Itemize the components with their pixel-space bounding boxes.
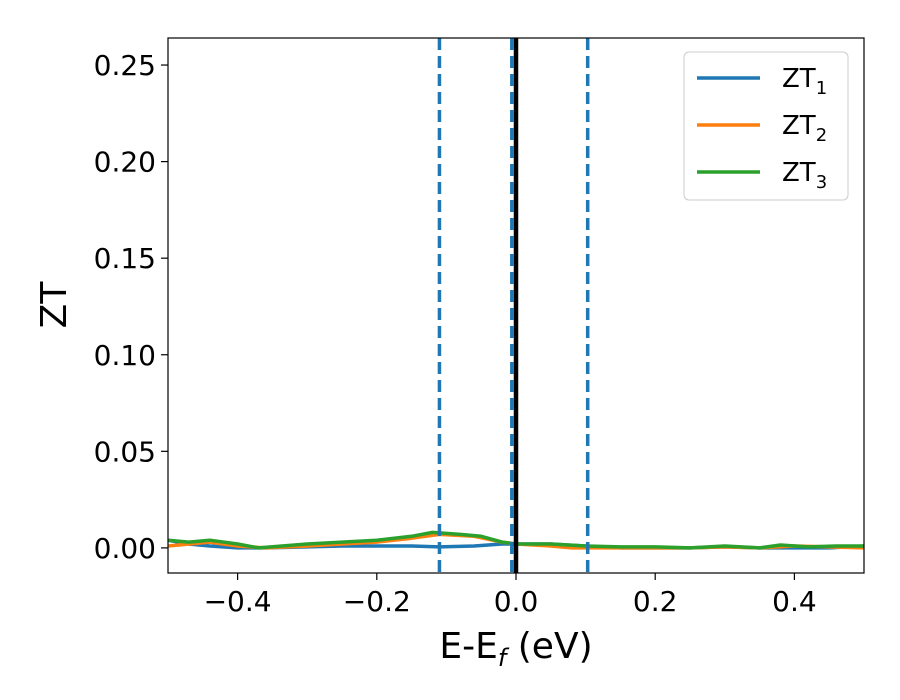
series-line-zt3	[168, 530, 864, 550]
y-tick-label: 0.20	[94, 146, 156, 179]
x-axis: −0.4 −0.2 0.0 0.2 0.4	[204, 573, 817, 618]
y-tick-label: 0.00	[94, 532, 156, 565]
plot-area	[168, 38, 864, 573]
y-axis-label: ZT	[34, 281, 75, 329]
x-tick-label: 0.4	[772, 585, 817, 618]
legend-frame	[683, 51, 849, 201]
y-tick-label: 0.10	[94, 339, 156, 372]
x-tick-label: −0.4	[204, 585, 272, 618]
legend: ZT1 ZT2 ZT3	[683, 51, 849, 201]
x-axis-label: E-Ef (eV)	[439, 626, 592, 672]
x-tick-label: 0.2	[633, 585, 678, 618]
legend-label-zt2: ZT2	[782, 111, 827, 146]
x-tick-label: 0.0	[494, 585, 539, 618]
legend-label-zt3: ZT3	[782, 158, 827, 193]
x-tick-label: −0.2	[343, 585, 411, 618]
y-tick-label: 0.25	[94, 49, 156, 82]
y-tick-label: 0.05	[94, 435, 156, 468]
y-axis: 0.00 0.05 0.10 0.15 0.20 0.25	[94, 49, 168, 565]
legend-label-zt1: ZT1	[782, 64, 827, 99]
y-tick-label: 0.15	[94, 242, 156, 275]
